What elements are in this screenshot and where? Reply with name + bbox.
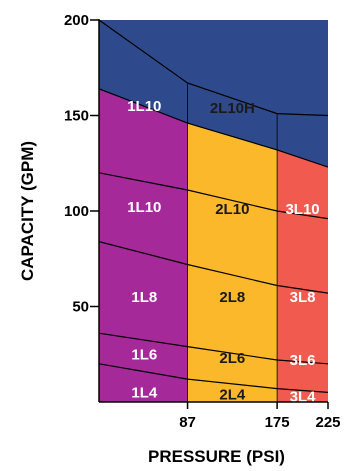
boundary-b5 — [99, 88, 328, 168]
y-tick-label-100: 100 — [64, 203, 89, 220]
region-label-2l8-band-3: 2L8 — [219, 289, 245, 306]
region-label-2l10h-band-5: 2L10H — [210, 100, 255, 117]
region-label-2l6-band-2: 2L6 — [219, 350, 245, 367]
tick-labels: 50 100 150 200 87 175 225 — [64, 12, 341, 431]
y-axis-title: CAPACITY (GPM) — [18, 141, 37, 281]
band-4-col-1-fill — [99, 172, 188, 265]
y-tick-label-200: 200 — [64, 12, 89, 29]
y-tick-label-50: 50 — [72, 299, 89, 316]
region-label-2l10-band-4: 2L10 — [215, 201, 249, 218]
band-3-col-3-fill — [277, 285, 328, 364]
region-label-3l4-band-1: 3L4 — [290, 388, 317, 405]
boundary-b4 — [99, 172, 328, 220]
x-tick-label-225: 225 — [315, 414, 340, 431]
region-label-1l8-band-3: 1L8 — [131, 289, 157, 306]
x-tick-label-175: 175 — [265, 414, 290, 431]
region-label-1l6-band-2: 1L6 — [131, 346, 157, 363]
boundary-b2 — [99, 332, 328, 365]
region-label-1l10-band-4: 1L10 — [127, 199, 161, 216]
x-tick-label-87: 87 — [179, 414, 196, 431]
boundary-b3 — [99, 241, 328, 294]
band-2-col-1-fill — [99, 333, 188, 380]
band-5-col-3-fill — [277, 149, 328, 219]
boundary-b6 — [99, 20, 328, 117]
boundary-b1 — [99, 363, 328, 393]
band-1-col-2-fill — [187, 379, 278, 402]
band-3-col-1-fill — [99, 241, 188, 347]
band-1-col-1-fill — [99, 363, 188, 402]
region-label-3l10-band-4: 3L10 — [285, 201, 319, 218]
region-label-1l4-band-1: 1L4 — [131, 384, 158, 401]
band-2-col-3-fill — [277, 360, 328, 393]
region-label-3l6-band-2: 3L6 — [290, 352, 316, 369]
band-4-col-3-fill — [277, 211, 328, 294]
band-5-col-2-fill — [187, 123, 278, 211]
y-tick-label-150: 150 — [64, 108, 89, 125]
region-label-3l8-band-3: 3L8 — [290, 289, 316, 306]
plot-area: 1L4 2L4 3L4 1L6 2L6 3L6 1L8 2L8 3L8 1L10 2L10 3L10 1… — [99, 20, 328, 405]
region-label-1l10-band-5: 1L10 — [127, 98, 161, 115]
band-4-col-2-fill — [187, 190, 278, 286]
region-label-2l4-band-1: 2L4 — [219, 386, 246, 403]
band-5-col-1-fill — [99, 88, 188, 190]
band-3-col-2-fill — [187, 264, 278, 360]
x-axis-title: PRESSURE (PSI) — [148, 447, 285, 466]
